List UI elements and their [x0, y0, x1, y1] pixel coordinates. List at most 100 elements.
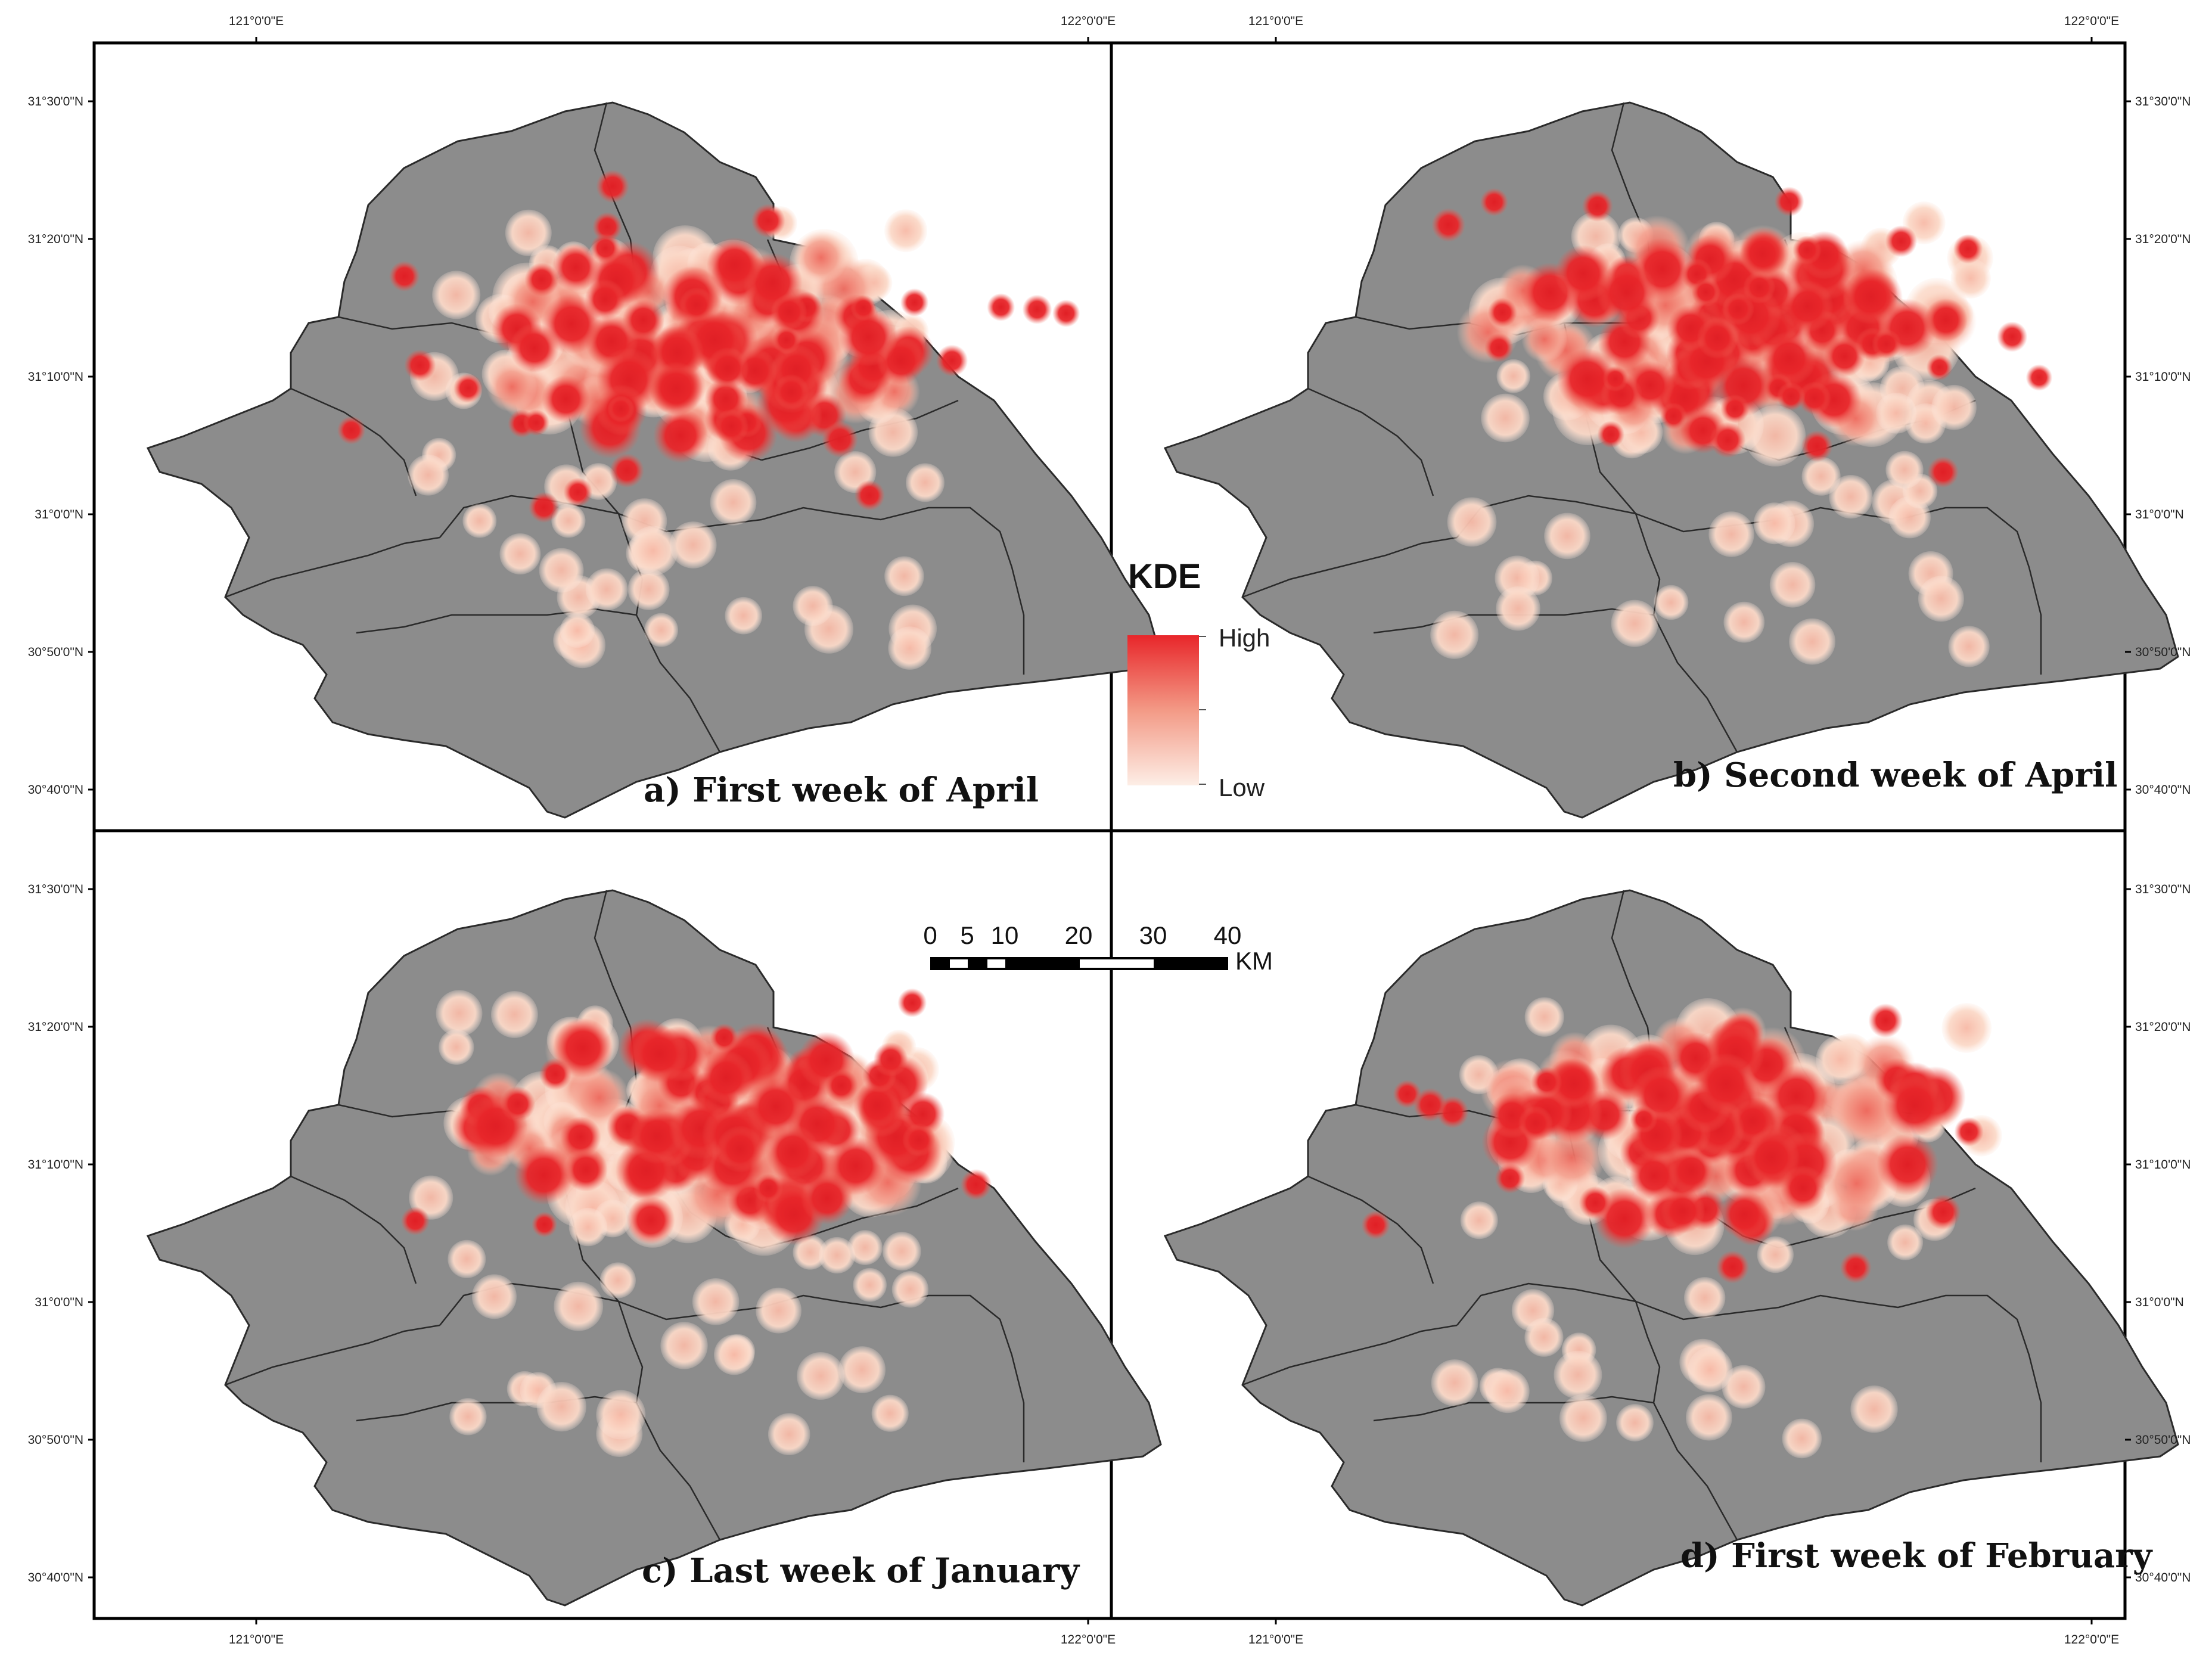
hotspot-low — [793, 586, 833, 626]
hotspot-low — [1688, 1347, 1733, 1393]
hotspot-low — [1829, 475, 1873, 519]
hotspot-low — [1686, 1394, 1732, 1441]
lon-tick-label: 122°0'0"E — [2064, 14, 2119, 28]
hotspot-high — [1743, 271, 1776, 304]
hotspot-low — [1722, 1365, 1766, 1409]
hotspot-high — [404, 349, 436, 381]
hotspot-high — [1885, 225, 1918, 257]
hotspot-low — [568, 1207, 608, 1247]
lat-tick-label: 30°40'0"N — [2135, 1571, 2191, 1585]
hotspot-high — [1797, 381, 1831, 415]
hotspot-low — [1616, 1404, 1654, 1441]
hotspot-high — [1484, 333, 1514, 362]
shanghai-land — [1163, 101, 2179, 819]
hotspot-low — [1524, 997, 1564, 1037]
hotspot-low — [505, 209, 552, 256]
hotspot-high — [1697, 317, 1738, 359]
kde-legend: KDE High Low — [1127, 557, 1270, 801]
hotspot-high — [1361, 1210, 1391, 1240]
hotspot-low — [714, 1334, 754, 1375]
lat-tick-label: 31°20'0"N — [2135, 1020, 2191, 1034]
hotspot-low — [1684, 1277, 1726, 1319]
hotspot-high — [1602, 365, 1629, 392]
hotspot-high — [1531, 1066, 1562, 1098]
hotspot-low — [884, 556, 924, 597]
hotspot-high — [1720, 394, 1750, 424]
hotspot-low — [536, 1382, 586, 1432]
hotspot-high — [1776, 382, 1806, 411]
hotspot-low — [628, 526, 678, 576]
hotspot-high — [337, 416, 366, 445]
hotspot-low — [1654, 585, 1689, 620]
hotspot-low — [436, 990, 483, 1037]
hotspot-high — [902, 1123, 936, 1157]
hotspot-high — [653, 408, 708, 464]
hotspot-high — [400, 1206, 430, 1236]
hotspot-mid — [1538, 1124, 1605, 1191]
hotspot-low — [449, 1398, 487, 1436]
hotspot-low — [669, 521, 717, 568]
legend-title: KDE — [1128, 557, 1201, 596]
hotspot-high — [839, 307, 898, 367]
hotspot-low — [1757, 1236, 1794, 1273]
hotspot-low — [1887, 1224, 1924, 1260]
hotspot-low — [1708, 511, 1754, 557]
hotspot-high — [1691, 278, 1721, 307]
hotspot-high — [1579, 1186, 1612, 1220]
district-boundary — [1307, 1175, 1434, 1284]
hotspot-high — [960, 1169, 992, 1201]
hotspot-high — [873, 1042, 908, 1077]
lat-tick-label: 30°50'0"N — [2135, 1433, 2191, 1447]
hotspot-high — [1927, 456, 1959, 488]
hotspot-low — [1782, 1418, 1822, 1459]
hotspot-low — [1460, 1201, 1498, 1239]
lat-tick-label: 31°30'0"N — [28, 95, 83, 108]
hotspot-high — [850, 294, 877, 321]
hotspot-low — [448, 1239, 486, 1278]
hotspot-high — [1629, 1151, 1679, 1201]
hotspot-high — [1926, 354, 1953, 381]
hotspot-high — [1997, 321, 2028, 352]
hotspot-low — [432, 271, 481, 319]
hotspot-high — [987, 293, 1015, 321]
lat-tick-label: 30°50'0"N — [28, 645, 83, 659]
hotspot-high — [590, 233, 621, 263]
hotspot-low — [1430, 610, 1479, 659]
hotspot-low — [797, 1352, 845, 1400]
hotspot-high — [552, 1018, 613, 1078]
hotspot-high — [500, 1086, 536, 1122]
hotspot-low — [660, 1322, 708, 1369]
hotspot-low — [539, 548, 584, 593]
kde-hotspots — [337, 169, 1080, 670]
hotspot-high — [542, 375, 591, 424]
lon-tick-label: 122°0'0"E — [2064, 1633, 2119, 1646]
hotspot-low — [725, 597, 762, 635]
hotspot-low — [1789, 618, 1835, 665]
hotspot-high — [610, 453, 644, 488]
hotspot-high — [1480, 188, 1509, 217]
hotspot-low — [1481, 393, 1530, 443]
hotspot-low — [1559, 1394, 1607, 1442]
shanghai-land — [146, 889, 1162, 1607]
lat-tick-label: 31°20'0"N — [28, 232, 83, 246]
hotspot-high — [698, 1050, 754, 1105]
hotspot-low — [1885, 451, 1924, 489]
hotspot-low — [1611, 599, 1658, 647]
district-boundary — [225, 536, 440, 598]
scale-bar: 0 5 10 20 30 40 KM — [923, 921, 1273, 975]
lat-tick-label: 31°10'0"N — [28, 370, 83, 384]
hotspot-high — [1780, 1165, 1826, 1211]
hotspot-high — [751, 203, 785, 238]
lon-tick-label: 122°0'0"E — [1061, 1633, 1116, 1646]
hotspot-low — [1753, 502, 1795, 545]
scale-unit: KM — [1235, 947, 1273, 975]
hotspot-low — [838, 1346, 886, 1393]
hotspot-high — [1596, 262, 1657, 324]
hotspot-low — [560, 613, 595, 648]
hotspot-high — [773, 374, 809, 410]
hotspot-high — [1518, 1105, 1554, 1141]
map-panel-d — [1163, 889, 2179, 1607]
hotspot-high — [596, 169, 630, 203]
hotspot-low — [853, 1267, 887, 1302]
hotspot-low — [1496, 359, 1531, 393]
